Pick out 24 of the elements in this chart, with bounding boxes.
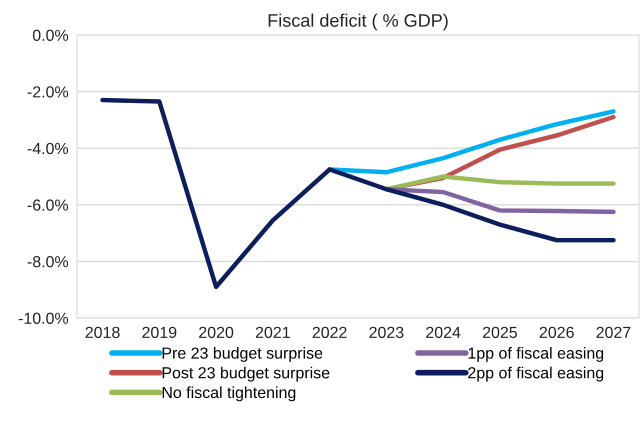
x-tick-label: 2026 — [540, 326, 574, 338]
chart-title: Fiscal deficit ( % GDP) — [268, 14, 448, 30]
x-tick-label: 2019 — [142, 326, 176, 338]
y-tick-label: -10.0% — [18, 312, 68, 324]
x-tick-label: 2021 — [256, 326, 290, 338]
x-tick-label: 2020 — [199, 326, 234, 338]
x-tick-label: 2027 — [596, 326, 630, 338]
legend-label: Pre 23 budget surprise — [162, 347, 322, 362]
line-series — [327, 109, 616, 174]
y-tick-label: -6.0% — [28, 199, 68, 211]
x-tick-label: 2023 — [369, 326, 404, 338]
y-tick-label: -4.0% — [28, 142, 68, 154]
legend-label: No fiscal tightening — [162, 386, 296, 402]
x-tick-label: 2025 — [482, 326, 518, 338]
y-tick-label: -2.0% — [28, 86, 68, 98]
x-tick-label: 2018 — [86, 326, 120, 338]
x-tick-label: 2022 — [312, 326, 347, 338]
y-tick-label: 0.0% — [32, 30, 68, 41]
y-tick-label: -8.0% — [28, 256, 68, 268]
legend-label: 2pp of fiscal easing — [468, 366, 604, 382]
legend-label: Post 23 budget surprise — [162, 366, 330, 382]
legend-label: 1pp of fiscal easing — [468, 347, 604, 362]
line-series — [100, 98, 616, 290]
x-tick-label: 2024 — [426, 326, 460, 338]
